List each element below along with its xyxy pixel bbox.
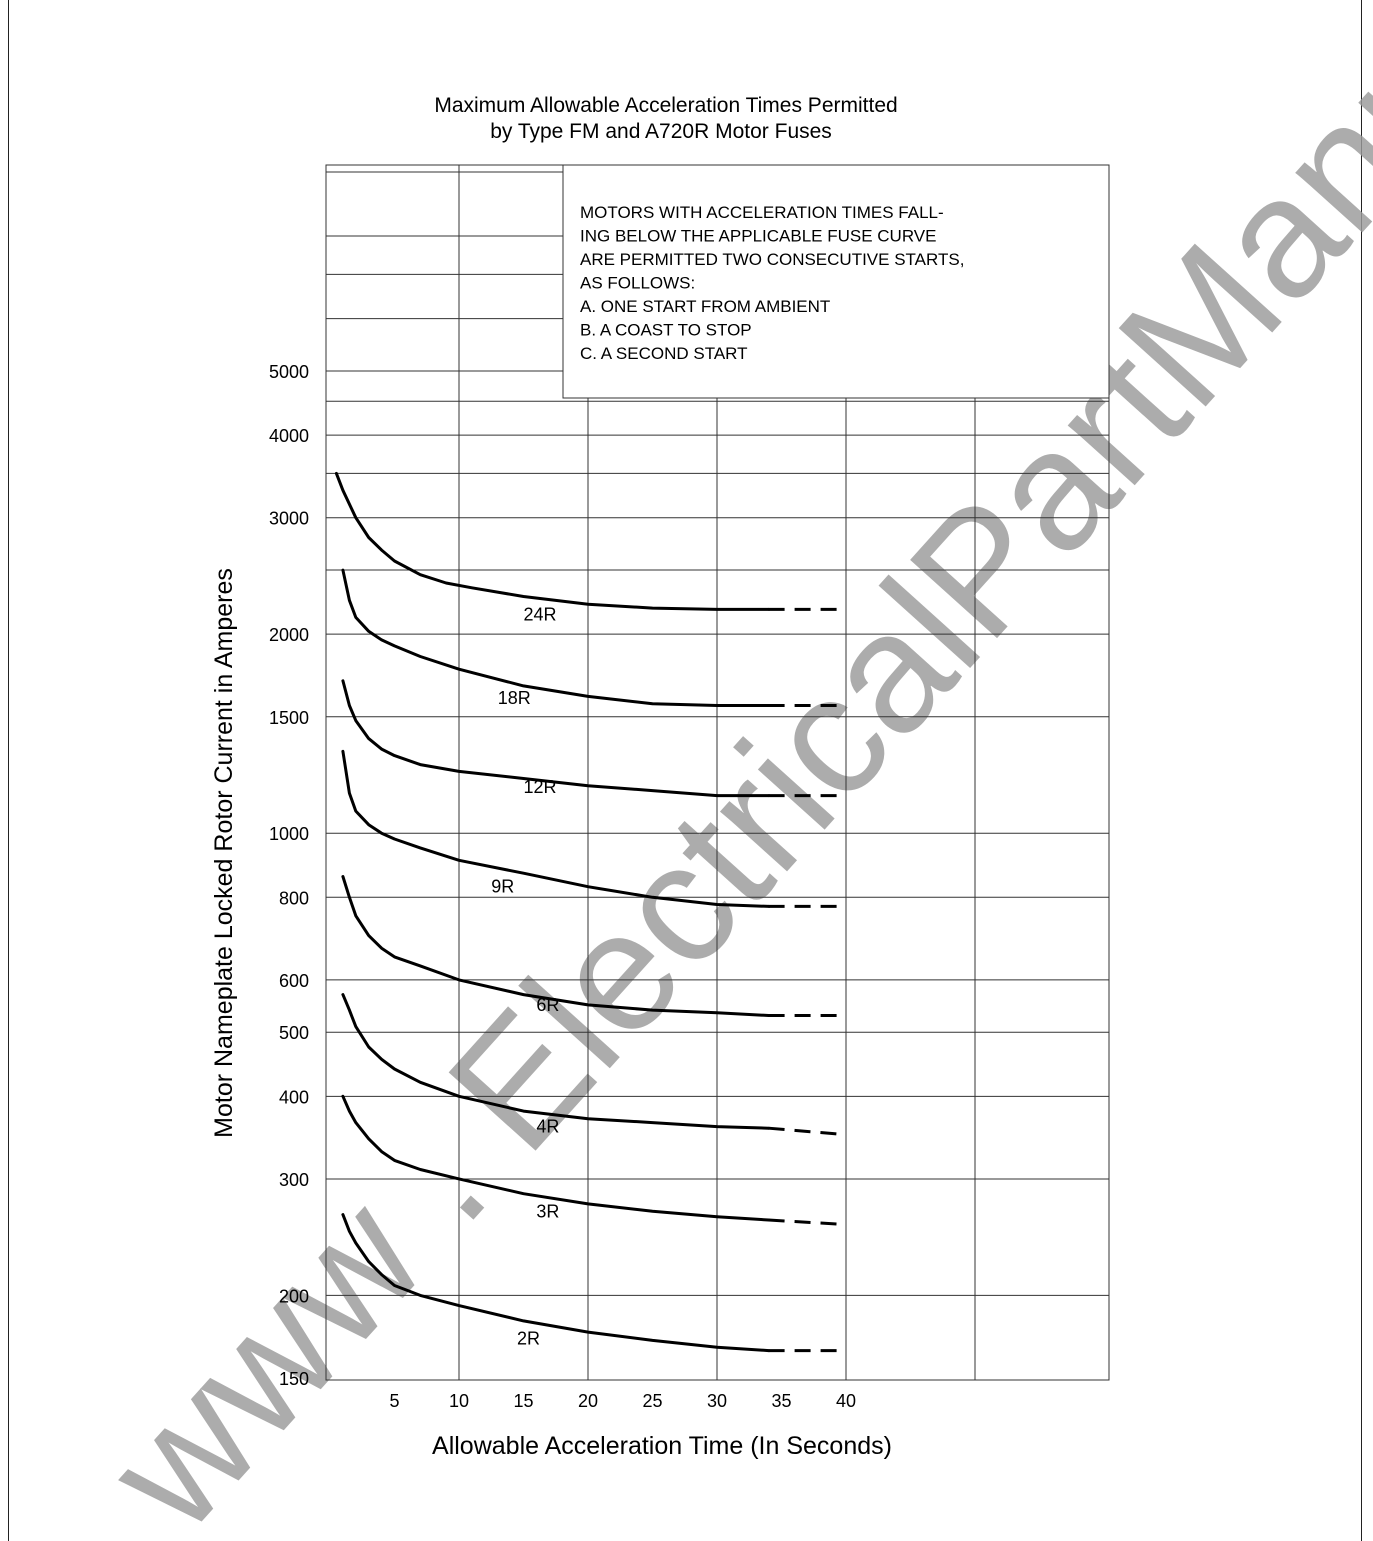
curve-labels: 24R 18R 12R 9R 6R 4R 3R 2R <box>491 605 559 1349</box>
x-tick-label: 40 <box>836 1391 856 1411</box>
x-tick-label: 5 <box>389 1391 399 1411</box>
curve-label-12R: 12R <box>524 777 557 797</box>
note-line: B. A COAST TO STOP <box>580 321 752 340</box>
note-line: ARE PERMITTED TWO CONSECUTIVE STARTS, <box>580 250 964 269</box>
y-tick-label: 1000 <box>269 824 309 844</box>
y-tick-label: 1500 <box>269 708 309 728</box>
chart-title-line-1: Maximum Allowable Acceleration Times Per… <box>434 94 897 117</box>
fuse-curve-extension-4R <box>768 1126 847 1137</box>
x-tick-label: 35 <box>771 1391 791 1411</box>
note-box-frame <box>562 164 1110 399</box>
note-line: ING BELOW THE APPLICABLE FUSE CURVE <box>580 227 936 246</box>
y-tick-label: 200 <box>279 1286 309 1306</box>
note-line: A. ONE START FROM AMBIENT <box>580 297 830 316</box>
y-tick-label: 500 <box>279 1023 309 1043</box>
y-tick-label: 600 <box>279 971 309 991</box>
x-tick-label: 15 <box>513 1391 533 1411</box>
fuse-curve-6R <box>341 875 771 1017</box>
curve-label-9R: 9R <box>491 877 514 897</box>
y-tick-label: 4000 <box>269 426 309 446</box>
y-tick-label: 2000 <box>269 625 309 645</box>
fuse-curve-12R <box>341 679 771 798</box>
x-axis-title: Allowable Acceleration Time (In Seconds) <box>432 1432 892 1460</box>
curve-label-18R: 18R <box>498 688 531 708</box>
note-line: AS FOLLOWS: <box>580 274 695 293</box>
fuse-curve-4R <box>341 993 771 1130</box>
y-tick-label: 150 <box>279 1369 309 1389</box>
fuse-curve-2R <box>341 1213 771 1353</box>
curve-label-4R: 4R <box>536 1117 559 1137</box>
x-tick-label: 20 <box>578 1391 598 1411</box>
y-tick-label: 3000 <box>269 509 309 529</box>
note-line: C. A SECOND START <box>580 344 748 363</box>
y-tick-label: 300 <box>279 1170 309 1190</box>
page-frame <box>8 0 1362 1541</box>
x-tick-label: 25 <box>642 1391 662 1411</box>
fuse-curve-18R <box>341 568 771 707</box>
fuse-curves <box>334 471 847 1353</box>
x-tick-label: 30 <box>707 1391 727 1411</box>
curve-label-6R: 6R <box>536 995 559 1015</box>
fuse-curve-24R <box>334 471 771 611</box>
note-box: MOTORS WITH ACCELERATION TIMES FALL- ING … <box>562 164 1110 399</box>
chart-title-line-2: by Type FM and A720R Motor Fuses <box>490 120 832 143</box>
x-tick-label: 10 <box>449 1391 469 1411</box>
y-tick-label: 400 <box>279 1087 309 1107</box>
curve-label-24R: 24R <box>524 605 557 625</box>
y-tick-label: 5000 <box>269 362 309 382</box>
fuse-curve-extension-3R <box>768 1218 847 1226</box>
fuse-curve-9R <box>341 749 771 908</box>
y-axis-title: Motor Nameplate Locked Rotor Current in … <box>210 568 238 1138</box>
y-tick-label: 800 <box>279 888 309 908</box>
note-line: MOTORS WITH ACCELERATION TIMES FALL- <box>580 203 944 222</box>
curve-label-3R: 3R <box>536 1201 559 1221</box>
tick-labels: 150 200 300 400 500 600 800 1000 1500 2000 3000 400… <box>269 362 856 1411</box>
fuse-curve-3R <box>341 1094 771 1222</box>
curve-label-2R: 2R <box>517 1329 540 1349</box>
